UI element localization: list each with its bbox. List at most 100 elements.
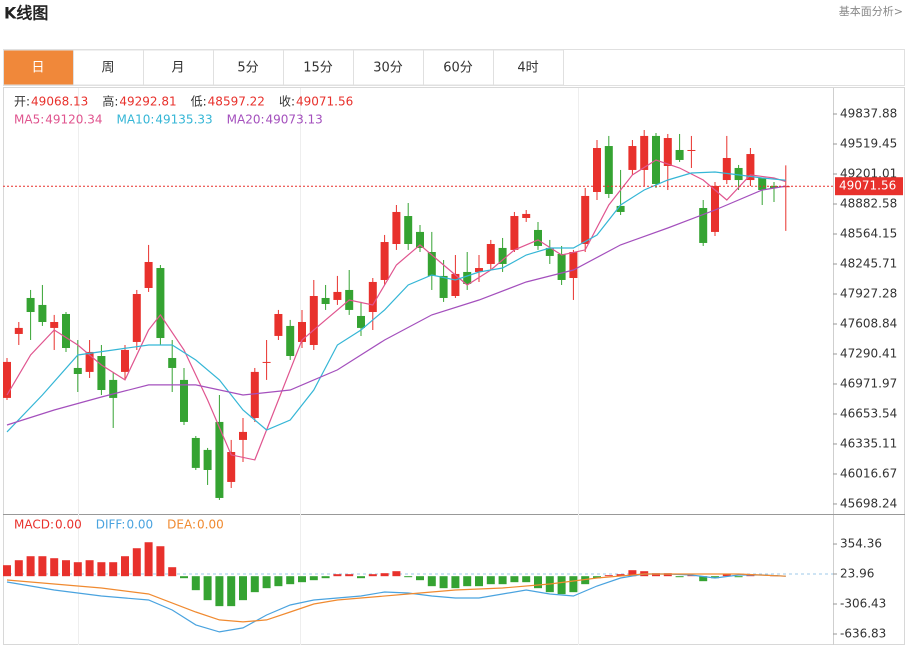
tab-label[interactable]: 4时: [517, 61, 538, 76]
candle-body: [250, 371, 259, 418]
macd-bar: [392, 571, 401, 577]
y-tick-label: 46016.67: [840, 466, 897, 480]
tab-label[interactable]: 月: [171, 61, 184, 76]
macd-bar: [722, 574, 731, 577]
macd-bar: [3, 565, 11, 577]
legend-label: DEA:: [167, 518, 196, 532]
candle-body: [711, 185, 719, 232]
tab[interactable]: [3, 49, 74, 86]
candle-body: [463, 271, 472, 284]
macd-bar: [62, 560, 70, 577]
y-tick-label: 354.36: [840, 537, 882, 551]
macd-bar: [486, 576, 495, 585]
macd-bar: [97, 562, 106, 577]
macd-bar: [262, 576, 271, 589]
candle-body: [770, 185, 778, 188]
tab[interactable]: [353, 49, 424, 86]
candle-body: [404, 216, 413, 244]
macd-bar: [522, 576, 531, 583]
candle-body: [392, 211, 401, 244]
candle-body: [758, 177, 767, 191]
legend-label: 收:: [279, 95, 295, 109]
candle-body: [604, 146, 613, 194]
y-tick-label: -306.43: [840, 597, 886, 611]
tab-label[interactable]: 5分: [237, 61, 258, 76]
legend-value: 48597.22: [208, 95, 265, 109]
candle-body: [486, 243, 495, 264]
macd-bar: [593, 576, 601, 579]
candle-body: [439, 275, 448, 298]
tab[interactable]: [213, 49, 284, 86]
macd-bar: [368, 574, 377, 577]
candle-body: [640, 135, 649, 170]
candle-body: [616, 205, 625, 212]
legend-value: 49292.81: [119, 95, 176, 109]
macd-bar: [652, 573, 660, 577]
candle-body: [593, 148, 601, 192]
candle-body: [309, 295, 318, 345]
legend-value: 49073.13: [266, 113, 323, 127]
macd-bar: [404, 576, 413, 578]
diff-line: [6, 573, 786, 633]
macd-bar: [569, 576, 578, 593]
macd-bar: [663, 573, 672, 577]
tab[interactable]: [423, 49, 494, 86]
macd-bar: [309, 576, 318, 581]
macd-bar: [168, 567, 177, 577]
tab-label[interactable]: 15分: [303, 61, 333, 76]
y-tick-label: 47927.28: [840, 286, 897, 300]
candle-body: [522, 213, 531, 218]
candle-body: [132, 294, 141, 342]
tab-label[interactable]: 30分: [373, 61, 403, 76]
macd-bar: [451, 576, 460, 589]
macd-bar: [345, 574, 354, 577]
macd-bar: [38, 556, 47, 577]
y-tick-label: 46335.11: [840, 436, 897, 450]
y-tick-label: 49837.88: [840, 107, 897, 121]
macd-bar: [675, 576, 684, 578]
macd-bar: [144, 542, 153, 577]
legend-label: DIFF:: [96, 518, 126, 532]
y-tick-label: 48564.15: [840, 226, 897, 240]
ma-line: [6, 159, 786, 461]
macd-bar: [711, 576, 719, 579]
macd-bar: [180, 576, 188, 579]
candle-body: [545, 247, 554, 256]
macd-bar: [463, 576, 472, 587]
legend-value: 49120.34: [45, 113, 102, 127]
analysis-link[interactable]: 基本面分析>: [839, 4, 903, 18]
tab-label[interactable]: 日: [31, 61, 44, 76]
candle-body: [286, 325, 295, 357]
macd-bar: [604, 575, 613, 577]
y-tick-label: 49201.01: [840, 167, 897, 181]
macd-bar: [85, 560, 94, 577]
candle-body: [180, 379, 188, 422]
macd-bar: [439, 576, 448, 589]
y-tick-label: 48245.71: [840, 256, 897, 270]
macd-bar: [215, 576, 224, 607]
candle-body: [144, 261, 153, 288]
macd-bar: [274, 576, 283, 587]
tab[interactable]: [493, 49, 564, 86]
macd-bar: [156, 546, 165, 577]
y-tick-label: 45698.24: [840, 496, 897, 510]
tab[interactable]: [283, 49, 354, 86]
candle-body: [581, 195, 590, 244]
candle-body: [380, 242, 389, 280]
tab[interactable]: [73, 49, 144, 86]
tab-label[interactable]: 60分: [443, 61, 473, 76]
candle-body: [557, 253, 566, 280]
candle-body: [156, 268, 165, 339]
candle-body: [333, 291, 342, 300]
macd-bar: [734, 576, 743, 578]
candle-body: [109, 379, 118, 398]
tab-label[interactable]: 周: [101, 61, 114, 76]
legend-value: 49071.56: [296, 95, 353, 109]
candle-body: [675, 149, 684, 160]
macd-bar: [380, 573, 389, 577]
candle-body: [62, 313, 70, 348]
y-tick-label: 48882.58: [840, 197, 897, 211]
candle-body: [368, 281, 377, 313]
candle-body: [168, 357, 177, 368]
